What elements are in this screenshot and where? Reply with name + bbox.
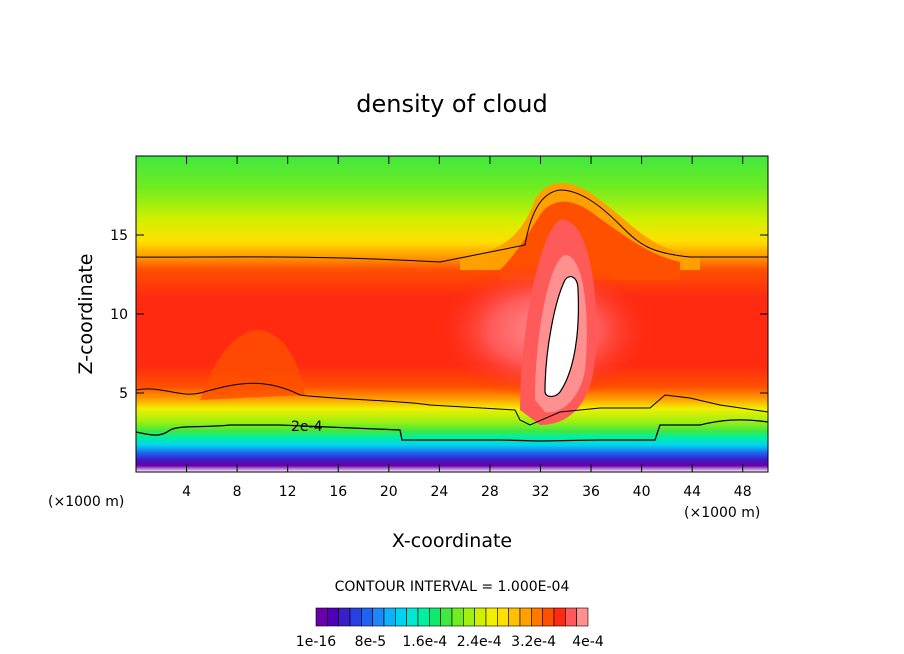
x-tick-label: 4 [182,484,191,500]
colorbar-swatch [429,607,441,627]
x-tick-label: 48 [734,484,752,500]
x-tick-label: 16 [329,484,347,500]
contour-mid [136,382,768,426]
colorbar-swatch [395,607,407,627]
x-tick-label: 8 [233,484,242,500]
colorbar-swatch [576,607,589,627]
colorbar-swatch [553,607,566,627]
colorbar-swatch [338,607,351,627]
colorbar-swatch [440,607,453,627]
colorbar-swatch [531,607,543,627]
x-tick-label: 44 [683,484,701,500]
chart-title: density of cloud [356,90,547,118]
y-axis: 5 10 15 [110,228,768,402]
contour-interval-label: CONTOUR INTERVAL = 1.000E-04 [335,579,570,595]
colorbar-swatch [361,607,373,627]
colorbar-swatch [474,607,487,627]
x-axis-label: X-coordinate [392,530,512,552]
colorbar-tick-label: 8e-5 [355,634,386,650]
colorbar-labels: 1e-16 8e-5 1.6e-4 2.4e-4 3.2e-4 4e-4 [296,634,604,650]
contour-low [136,419,768,442]
colorbar-swatch [508,607,521,627]
colorbar-swatch [383,607,396,627]
left-turbulence [200,330,305,400]
colorbar-swatch [451,607,464,627]
y-tick-label: 5 [119,386,128,402]
colorbar-tick-label: 3.2e-4 [511,634,556,650]
colorbar-swatch [315,607,328,627]
colorbar-swatch [327,607,339,627]
x-tick-label: 40 [633,484,651,500]
y-tick-label: 10 [110,307,128,323]
plot-area [136,156,768,472]
colorbar-swatch [417,607,430,627]
x-tick-label: 36 [582,484,600,500]
colorbar-tick-label: 1e-16 [296,634,336,650]
colorbar-swatch [463,607,475,627]
colorbar-swatch [497,607,509,627]
y-tick-label: 15 [110,228,128,244]
x-axis: 4 8 12 16 20 24 28 32 36 40 44 48 [182,156,752,500]
x-tick-label: 28 [481,484,499,500]
x-unit-right: (×1000 m) [684,505,760,521]
colorbar-tick-label: 4e-4 [572,634,604,650]
colorbar-tick-label: 1.6e-4 [402,634,447,650]
colorbar-swatch [406,607,419,627]
x-tick-label: 32 [532,484,550,500]
x-tick-label: 20 [380,484,398,500]
colorbar-swatch [349,607,362,627]
contour-top [136,189,768,263]
x-tick-label: 24 [430,484,448,500]
colorbar-swatch [542,607,555,627]
colorbar-swatch [485,607,498,627]
colorbar-swatch [519,607,532,627]
colorbar [315,607,589,627]
y-axis-label: Z-coordinate [75,254,97,375]
colorbar-tick-label: 2.4e-4 [457,634,502,650]
cloud-core [544,276,579,398]
x-tick-label: 12 [279,484,297,500]
colorbar-swatch [372,607,385,627]
colorbar-swatch [565,607,577,627]
x-unit-left: (×1000 m) [48,494,124,510]
contour-label: 2e-4 [291,419,323,435]
